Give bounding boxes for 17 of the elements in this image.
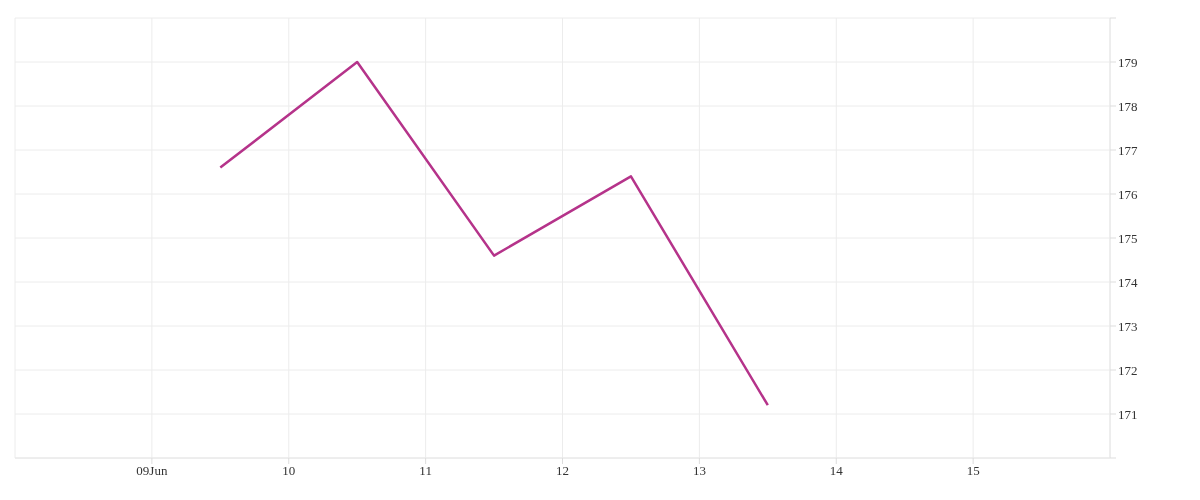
y-tick-label: 178 xyxy=(1118,98,1138,114)
y-tick-label: 177 xyxy=(1118,142,1138,158)
x-tick-label: 09Jun xyxy=(136,463,168,479)
x-tick-label: 15 xyxy=(966,463,980,479)
y-tick-label: 179 xyxy=(1118,54,1138,70)
x-tick-label: 14 xyxy=(829,463,844,479)
y-tick-label: 172 xyxy=(1118,362,1138,378)
y-tick-label: 175 xyxy=(1118,230,1138,246)
y-tick-label: 174 xyxy=(1118,274,1138,290)
line-series xyxy=(219,60,770,407)
y-tick-label: 176 xyxy=(1118,186,1138,202)
x-tick-label: 10 xyxy=(282,463,296,479)
x-tick-label: 12 xyxy=(556,463,569,479)
x-tick-label: 11 xyxy=(419,463,432,479)
y-tick-label: 173 xyxy=(1118,318,1138,334)
x-tick-label: 13 xyxy=(692,463,706,479)
y-tick-label: 171 xyxy=(1118,406,1138,422)
